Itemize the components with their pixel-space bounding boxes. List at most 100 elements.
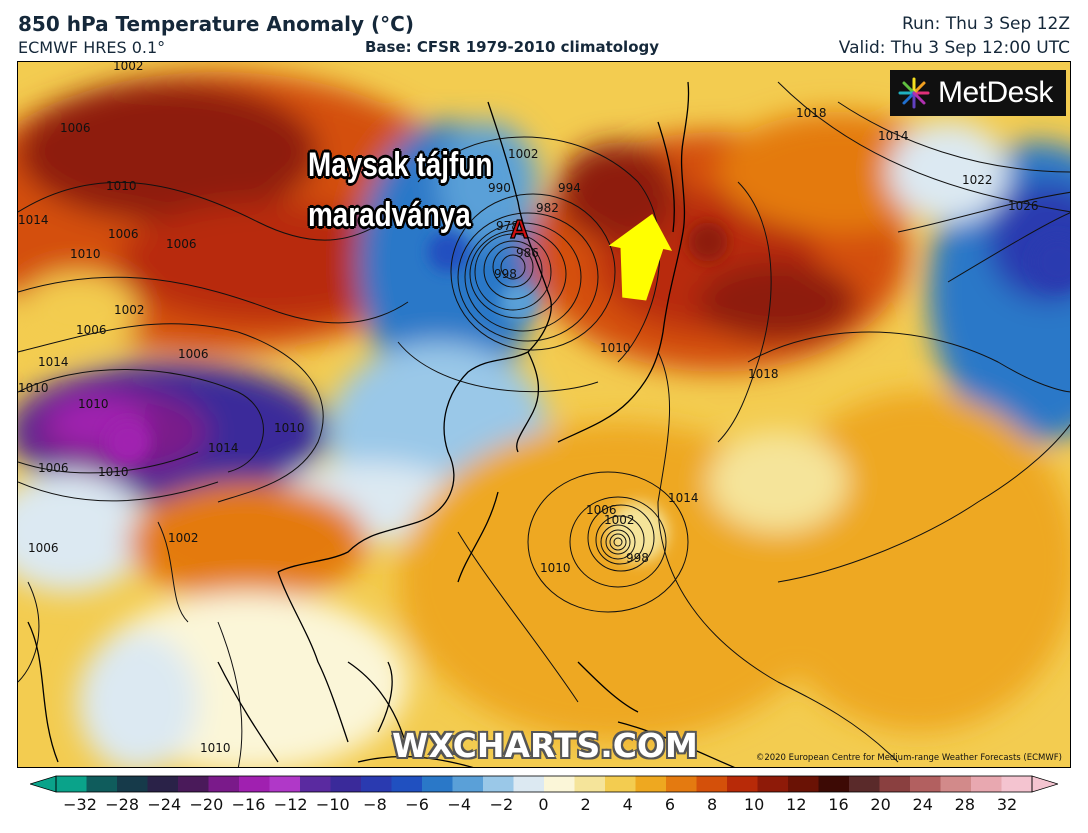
low-pressure-marker: A [509, 213, 529, 244]
colorbar-tick-label: −28 [105, 795, 140, 814]
isobar-label: 1018 [796, 106, 827, 120]
colorbar-tick-label: −4 [447, 795, 472, 814]
colorbar-tick-label: 10 [743, 795, 765, 814]
colorbar-segment [422, 776, 453, 792]
colorbar-segment [666, 776, 697, 792]
colorbar-segments [56, 776, 1033, 792]
colorbar-segment [788, 776, 819, 792]
colorbar-segment [391, 776, 423, 792]
colorbar-segment [452, 776, 484, 792]
colorbar-tick-label: −6 [405, 795, 429, 814]
isobar-label: 1010 [600, 341, 631, 355]
colorbar-segment [971, 776, 1002, 792]
colorbar-segment [178, 776, 209, 792]
colorbar-segment [239, 776, 270, 792]
colorbar-segment [940, 776, 972, 792]
isobar-label: 990 [488, 181, 511, 195]
colorbar-segment [269, 776, 301, 792]
colorbar-tick-label: −16 [231, 795, 266, 814]
isobar-label: 1014 [18, 213, 49, 227]
model-label: ECMWF HRES 0.1° [18, 38, 166, 57]
chart-title: 850 hPa Temperature Anomaly (°C) [18, 12, 414, 36]
map-panel[interactable]: 1002 1006 1010 1014 1006 1010 1006 1002 … [17, 61, 1071, 768]
isobar-label: 1010 [540, 561, 571, 575]
colorbar-tick-label: −8 [363, 795, 387, 814]
wxcharts-watermark: WXCHARTS.COM [392, 726, 698, 765]
colorbar-segment [818, 776, 850, 792]
isobar-label: 1006 [76, 323, 107, 337]
colorbar-tick-label: −2 [489, 795, 514, 814]
colorbar-tick-label: −32 [63, 795, 97, 814]
colorbar-tick-label: 0 [538, 795, 549, 814]
colorbar-segment [147, 776, 179, 792]
isobar-label: 1002 [604, 513, 635, 527]
valid-time-label: Valid: Thu 3 Sep 12:00 UTC [838, 38, 1070, 58]
colorbar-tick-labels: −32 −28 −24 −20 −16 −12 −10 −8 −6 −4 −2 0 2 4 6 8 10 12 16… [0, 795, 1088, 825]
movement-arrow-icon [608, 213, 673, 301]
colorbar-outline [55, 775, 1033, 793]
colorbar-tick-label: 4 [622, 795, 633, 814]
colorbar-tick-label: −24 [147, 795, 182, 814]
colorbar-segment [544, 776, 575, 792]
copyright-notice: ©2020 European Centre for Medium-range W… [755, 753, 1062, 763]
isobar-label: 1022 [962, 173, 993, 187]
isobar-label: 1014 [38, 355, 69, 369]
isobar-label: 998 [626, 551, 649, 565]
isobar-label: 1002 [508, 147, 539, 161]
colorbar-segment [696, 776, 728, 792]
isobar-label: 1014 [668, 491, 699, 505]
colorbar-tick-label: 20 [870, 795, 891, 814]
colorbar-segment [361, 776, 392, 792]
colorbar-segment [483, 776, 514, 792]
isobar-label: 978 [496, 219, 519, 233]
metdesk-logo-text: MetDesk [938, 76, 1053, 109]
isobar-label: 1010 [106, 179, 137, 193]
colorbar-segment [879, 776, 911, 792]
colorbar-segment [56, 776, 87, 792]
isobar-label: 1010 [18, 381, 49, 395]
colorbar-segment [208, 776, 240, 792]
coastlines [27, 81, 735, 767]
colorbar-tick-label: 32 [996, 795, 1018, 814]
isobar-label: 1006 [28, 541, 59, 555]
isobar-label: 998 [494, 267, 517, 281]
isobar-label: 994 [558, 181, 581, 195]
isobar-label: 1014 [878, 129, 909, 143]
isobar-label: 1006 [38, 461, 69, 475]
isobar-label: 1014 [208, 441, 239, 455]
colorbar-segment [1001, 776, 1033, 792]
colorbar-segment [727, 776, 758, 792]
colorbar-tick-label: 24 [912, 795, 933, 814]
isobar-label: 1006 [586, 503, 617, 517]
colorbar-min-arrow [30, 775, 57, 793]
colorbar-tick-label: 28 [954, 795, 976, 814]
isobars [18, 81, 1070, 767]
metdesk-flower-icon [898, 77, 930, 109]
colorbar-segment [330, 776, 362, 792]
colorbar-segment [86, 776, 118, 792]
isobar-label: 1010 [200, 741, 231, 755]
low-pressure-letter: A [510, 214, 529, 244]
colorbar-tick-label: 8 [706, 795, 718, 814]
climatology-base-label: Base: CFSR 1979-2010 climatology [365, 38, 660, 56]
isobar-label: 1006 [60, 121, 91, 135]
isobar-label: 1002 [168, 531, 199, 545]
colorbar-segment [117, 776, 148, 792]
colorbar-segment [574, 776, 606, 792]
isobar-label: 1010 [78, 397, 109, 411]
isobar-label: 1018 [748, 367, 779, 381]
colorbar-tick-label: −20 [189, 795, 224, 814]
colorbar-tick-label: 12 [786, 795, 807, 814]
colorbar-segment [849, 776, 880, 792]
run-time-label: Run: Thu 3 Sep 12Z [901, 14, 1070, 34]
isobar-labels: 1002 1006 1010 1014 1006 1010 1006 1002 … [18, 62, 1039, 755]
colorbar-segment [605, 776, 636, 792]
colorbar [30, 775, 1058, 793]
colorbar-max-arrow [1031, 775, 1058, 793]
colorbar-tick-label: −12 [273, 795, 308, 814]
typhoon-annotation-line1: Maysak tájfun [308, 146, 493, 184]
colorbar-segment [635, 776, 667, 792]
isobar-label: 1006 [108, 227, 139, 241]
colorbar-segment [300, 776, 331, 792]
isobar-label: 982 [536, 201, 559, 215]
